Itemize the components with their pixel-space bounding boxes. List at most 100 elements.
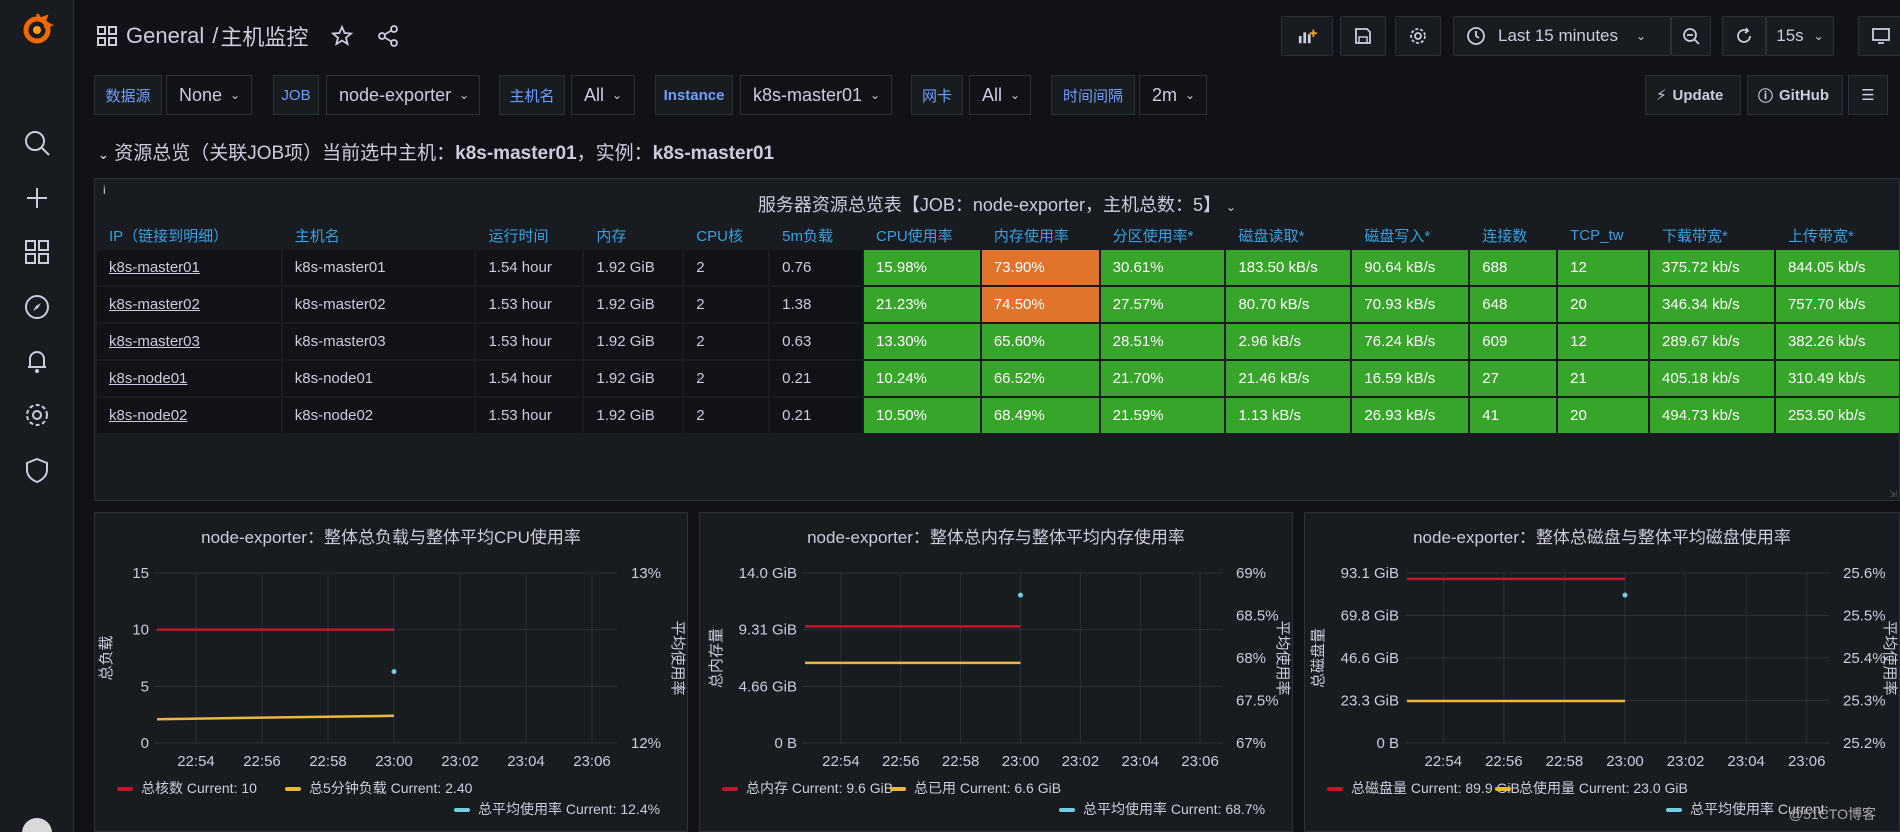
legend-swatch <box>1495 787 1511 791</box>
bell-icon[interactable] <box>22 346 52 376</box>
var-select-hostname[interactable]: All ⌄ <box>571 75 635 115</box>
legend-swatch <box>722 787 738 791</box>
y-tick-label: 23.3 GiB <box>1341 693 1399 710</box>
refresh-icon <box>1737 27 1751 43</box>
page-title[interactable]: 主机监控 <box>220 25 309 50</box>
chart-title[interactable]: node-exporter：整体总磁盘与整体平均磁盘使用率 <box>1305 523 1899 548</box>
y2-tick-label: 25.4% <box>1843 650 1886 667</box>
y-tick-label: 46.6 GiB <box>1341 650 1399 667</box>
menu-button[interactable]: ☰ <box>1848 75 1888 115</box>
breadcrumb-folder[interactable]: General <box>126 23 205 48</box>
apps-icon <box>97 26 117 46</box>
resource-table: IP（链接到明细） 主机名 运行时间 内存 CPU核 5m负载 CPU使用率 内存使用率 分区使… <box>95 221 1900 435</box>
panel-info-icon[interactable]: i <box>103 183 106 197</box>
y-tick-label: 14.0 GiB <box>739 565 797 582</box>
avatar[interactable] <box>22 818 52 832</box>
chart-title-prefix: node-exporter： <box>807 528 930 547</box>
column-header[interactable]: CPU核 <box>696 228 743 245</box>
table-cell: 26.93 kB/s <box>1352 398 1469 433</box>
column-header[interactable]: 主机名 <box>294 228 340 245</box>
var-select-datasource[interactable]: None ⌄ <box>166 75 252 115</box>
x-tick-label: 23:02 <box>441 753 479 770</box>
column-header[interactable]: 磁盘写入* <box>1364 228 1431 245</box>
column-header[interactable]: IP（链接到明细） <box>109 228 229 245</box>
dashboards-icon[interactable] <box>22 237 52 267</box>
var-select-nic[interactable]: All ⌄ <box>969 75 1031 115</box>
y2-axis-label: 平均使用率 <box>1881 620 1898 695</box>
y-axis-label: 总内存量 <box>708 628 725 688</box>
var-label-nic: 网卡 <box>911 75 963 115</box>
save-button[interactable] <box>1340 16 1386 56</box>
column-header[interactable]: 内存 <box>596 228 627 245</box>
zoom-out-button[interactable] <box>1671 16 1711 56</box>
host-link[interactable]: k8s-master02 <box>109 296 200 313</box>
table-row: k8s-master03 k8s-master03 1.53 hour 1.92 Gi… <box>97 324 1899 359</box>
host-link-cell[interactable]: k8s-node02 <box>97 398 281 433</box>
chart-svg[interactable]: 22:54 22:56 22:58 23:00 23:02 23:04 23:06 15 10 5… <box>95 513 689 832</box>
grafana-logo-icon[interactable] <box>20 8 54 46</box>
legend-swatch <box>1666 808 1682 812</box>
column-header[interactable]: 磁盘读取* <box>1238 228 1305 245</box>
plus-icon[interactable] <box>22 183 52 213</box>
resize-handle-icon[interactable]: ⇲ <box>1888 489 1897 500</box>
var-value-instance: k8s-master01 <box>753 84 863 105</box>
column-header[interactable]: TCP_tw <box>1570 227 1624 244</box>
table-cell: 20 <box>1558 398 1649 433</box>
host-link[interactable]: k8s-node02 <box>109 407 188 424</box>
shield-icon[interactable] <box>22 455 52 485</box>
host-link-cell[interactable]: k8s-node01 <box>97 361 281 396</box>
var-value-job: node-exporter <box>339 84 452 105</box>
table-panel-title[interactable]: 服务器资源总览表【JOB：node-exporter，主机总数：5】 ⌄ <box>95 191 1899 217</box>
chevron-down-icon: ⌄ <box>459 88 470 102</box>
gear-icon[interactable] <box>22 400 52 430</box>
x-tick-label: 23:06 <box>573 753 611 770</box>
time-range-picker[interactable]: Last 15 minutes ⌄ <box>1453 16 1671 56</box>
compass-icon[interactable] <box>22 292 52 322</box>
chart-title[interactable]: node-exporter：整体总内存与整体平均内存使用率 <box>700 523 1292 548</box>
host-link-cell[interactable]: k8s-master03 <box>97 324 281 359</box>
y2-tick-label: 69% <box>1236 565 1266 582</box>
y-tick-label: 5 <box>141 678 149 695</box>
table-cell: 0.21 <box>770 361 863 396</box>
column-header[interactable]: CPU使用率 <box>876 228 953 245</box>
column-header[interactable]: 内存使用率 <box>993 228 1069 245</box>
refresh-button[interactable] <box>1722 16 1766 56</box>
column-header[interactable]: 分区使用率* <box>1112 228 1194 245</box>
table-cell: 310.49 kb/s <box>1775 361 1899 396</box>
column-header[interactable]: 运行时间 <box>488 228 549 245</box>
var-select-instance[interactable]: k8s-master01 ⌄ <box>740 75 892 115</box>
y2-tick-label: 68.5% <box>1236 608 1279 625</box>
tv-mode-button[interactable] <box>1858 16 1900 56</box>
column-header[interactable]: 5m负载 <box>782 228 834 245</box>
settings-button[interactable] <box>1395 16 1441 56</box>
chart-svg[interactable]: 22:54 22:56 22:58 23:00 23:02 23:04 23:06 14.0 … <box>700 513 1294 832</box>
table-header-row: IP（链接到明细） 主机名 运行时间 内存 CPU核 5m负载 CPU使用率 内存使用率 分区使… <box>97 223 1899 248</box>
host-link[interactable]: k8s-master01 <box>109 259 200 276</box>
update-link-button[interactable]: ⚡ Update <box>1645 75 1741 115</box>
chevron-down-icon: ⌄ <box>1636 29 1647 43</box>
column-header[interactable]: 上传带宽* <box>1787 228 1854 245</box>
host-link-cell[interactable]: k8s-master02 <box>97 287 281 322</box>
column-header[interactable]: 下载带宽* <box>1662 228 1728 245</box>
var-select-job[interactable]: node-exporter ⌄ <box>326 75 480 115</box>
var-select-interval[interactable]: 2m ⌄ <box>1139 75 1207 115</box>
chart-svg[interactable]: 22:54 22:56 22:58 23:00 23:02 23:04 23:06 93.1 … <box>1305 513 1900 832</box>
chart-title[interactable]: node-exporter：整体总负载与整体平均CPU使用率 <box>95 523 687 548</box>
star-icon[interactable] <box>330 24 354 48</box>
github-link-button[interactable]: ⓘ GitHub <box>1747 75 1843 115</box>
table-cell: 41 <box>1470 398 1557 433</box>
chart-panel-load-cpu: node-exporter：整体总负载与整体平均CPU使用率 22:54 22:5… <box>94 512 688 832</box>
host-link[interactable]: k8s-node01 <box>109 370 188 387</box>
refresh-interval-picker[interactable]: 15s ⌄ <box>1766 16 1834 56</box>
x-tick-label: 23:04 <box>1121 753 1159 770</box>
host-link[interactable]: k8s-master03 <box>109 333 200 350</box>
row-title[interactable]: ⌄ 资源总览（关联JOB项）当前选中主机：k8s-master01，实例：k8s… <box>98 138 774 165</box>
y-tick-label: 69.8 GiB <box>1341 608 1399 625</box>
column-header[interactable]: 连接数 <box>1482 228 1528 245</box>
add-panel-button[interactable] <box>1281 16 1333 56</box>
x-tick-label: 22:56 <box>882 753 920 770</box>
host-link-cell[interactable]: k8s-master01 <box>97 250 281 285</box>
table-cell: 757.70 kb/s <box>1775 287 1899 322</box>
search-icon[interactable] <box>22 128 52 158</box>
share-icon[interactable] <box>376 24 400 48</box>
